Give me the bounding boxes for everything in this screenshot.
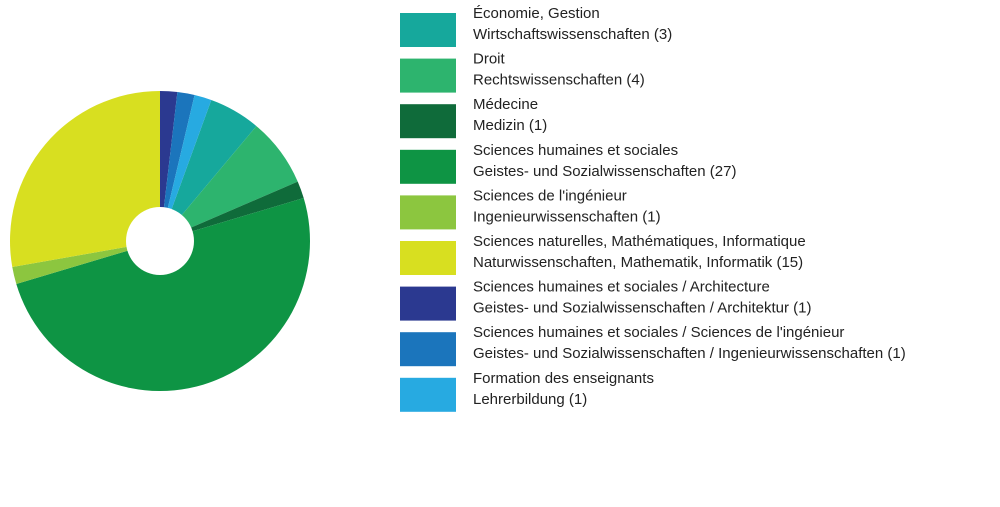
legend-count: (4) [626, 72, 644, 89]
legend-label: Droit [473, 51, 506, 68]
legend-count: (1) [529, 117, 547, 134]
legend-label-de-name: Geistes- und Sozialwissenschaften / Inge… [473, 345, 883, 362]
legend-label-de-name: Geistes- und Sozialwissenschaften [473, 163, 706, 180]
legend-label-de-name: Geistes- und Sozialwissenschaften / Arch… [473, 300, 789, 317]
pie-slice [160, 100, 257, 241]
legend-label: Sciences humaines et sociales [473, 142, 678, 159]
legend-swatch [400, 195, 456, 230]
legend-label-de: Wirtschaftswissenschaften (3) [473, 26, 672, 43]
pie-slice [160, 91, 178, 241]
legend-label: Formation des enseignants [473, 370, 654, 387]
legend-label: Sciences humaines et sociales / Sciences… [473, 324, 844, 341]
legend-count: (15) [776, 254, 803, 271]
pie-slice [12, 241, 160, 285]
legend-swatch [400, 286, 456, 321]
legend-count: (1) [887, 345, 905, 362]
pie-slice [9, 91, 160, 268]
legend-label-de: Geistes- und Sozialwissenschaften (27) [473, 163, 736, 180]
legend-swatch [400, 332, 456, 367]
legend-label-de: Lehrerbildung (1) [473, 391, 587, 408]
legend-label-de-name: Lehrerbildung [473, 391, 565, 408]
legend-label-de-name: Rechtswissenschaften [473, 72, 622, 89]
legend-label-de: Geistes- und Sozialwissenschaften / Inge… [473, 345, 906, 362]
legend-label: Économie, Gestion [473, 5, 600, 22]
pie-slice [160, 126, 298, 241]
legend-swatch [400, 377, 456, 412]
legend-label: Médecine [473, 96, 538, 113]
legend-label-de: Medizin (1) [473, 117, 547, 134]
pie-slice [160, 92, 195, 241]
pie-slice [16, 197, 310, 391]
legend-swatch [400, 58, 456, 93]
legend-count: (1) [793, 300, 811, 317]
legend-label: Sciences de l'ingénieur [473, 187, 627, 204]
legend-label-de: Ingenieurwissenschaften (1) [473, 208, 661, 225]
pie-slice [160, 95, 212, 241]
legend-swatch [400, 104, 456, 139]
legend-swatch [400, 241, 456, 275]
donut-hole [126, 207, 194, 275]
legend-label-de-name: Wirtschaftswissenschaften [473, 26, 650, 43]
legend-swatch [400, 13, 456, 47]
legend-label: Sciences humaines et sociales / Architec… [473, 279, 770, 296]
pie-slice [160, 181, 304, 241]
legend-swatch [400, 149, 456, 184]
legend-label-de-name: Naturwissenschaften, Mathematik, Informa… [473, 254, 773, 271]
legend-count: (27) [710, 163, 737, 180]
legend-label-de: Naturwissenschaften, Mathematik, Informa… [473, 254, 803, 271]
legend-count: (3) [654, 26, 672, 43]
legend-label-de-name: Ingenieurwissenschaften [473, 208, 638, 225]
legend-label-de: Rechtswissenschaften (4) [473, 72, 645, 89]
legend-count: (1) [642, 208, 660, 225]
legend-count: (1) [569, 391, 587, 408]
legend-label-de-name: Medizin [473, 117, 525, 134]
legend-label: Sciences naturelles, Mathématiques, Info… [473, 233, 806, 250]
legend-label-de: Geistes- und Sozialwissenschaften / Arch… [473, 300, 812, 317]
